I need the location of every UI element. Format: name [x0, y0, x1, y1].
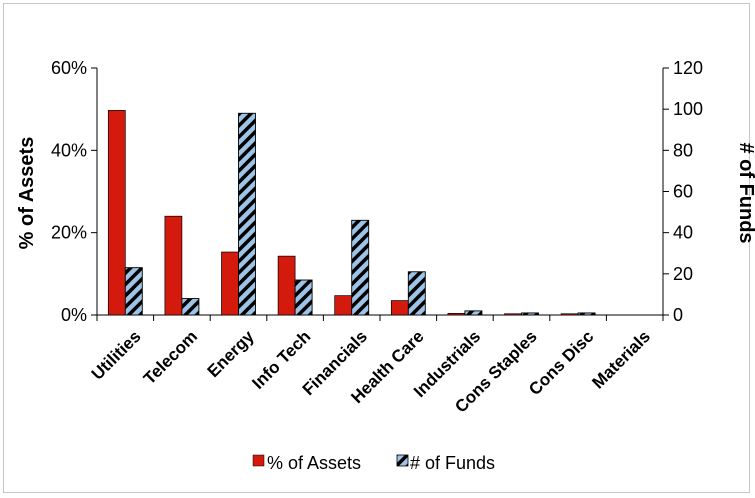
bar-funds-cons-staples	[521, 312, 539, 316]
chart-frame	[3, 3, 750, 493]
left-tick-label: 40%	[51, 140, 87, 160]
bar-funds-utilities	[124, 267, 143, 316]
category-label-telecom: Telecom	[140, 327, 201, 388]
left-tick-label: 0%	[61, 305, 87, 325]
bar-funds-health-care	[407, 271, 426, 316]
legend-swatch-funds	[396, 454, 409, 467]
bar-assets-utilities	[107, 110, 126, 316]
bar-assets-cons-disc	[560, 313, 579, 316]
legend-label-funds: # of Funds	[410, 453, 495, 473]
legend-label-assets: % of Assets	[267, 453, 361, 473]
bar-assets-health-care	[390, 300, 409, 316]
bar-funds-industrials	[464, 310, 483, 316]
category-label-materials: Materials	[588, 327, 654, 393]
right-tick-label: 120	[673, 58, 703, 78]
left-tick-label: 60%	[51, 58, 87, 78]
right-tick-label: 40	[673, 223, 693, 243]
right-axis-title: # of Funds	[735, 142, 755, 243]
right-tick-label: 0	[673, 305, 683, 325]
right-tick-label: 100	[673, 99, 703, 119]
legend-swatch-assets	[252, 454, 265, 467]
left-tick-label: 20%	[51, 223, 87, 243]
legend: % of Assets # of Funds	[252, 453, 495, 473]
bars	[107, 110, 596, 316]
bar-funds-energy	[238, 112, 256, 316]
left-axis-title: % of Assets	[16, 137, 38, 250]
category-label-energy: Energy	[204, 326, 259, 381]
bar-funds-financials	[351, 219, 370, 316]
bar-funds-cons-disc	[577, 312, 596, 316]
bar-assets-info-tech	[277, 255, 296, 316]
right-tick-label: 20	[673, 264, 693, 284]
category-label-utilities: Utilities	[88, 327, 145, 384]
axes: 0% 20% 40% 60% 0 20 40 60 80 100 120 UtilitiesTelec…	[51, 58, 703, 416]
bar-assets-industrials	[447, 313, 466, 316]
bar-funds-info-tech	[294, 279, 313, 316]
bar-funds-telecom	[181, 298, 200, 316]
right-tick-label: 80	[673, 140, 693, 160]
right-tick-label: 60	[673, 182, 693, 202]
bar-assets-energy	[221, 251, 239, 316]
bar-assets-telecom	[164, 215, 183, 316]
bar-assets-financials	[334, 295, 353, 316]
bar-assets-cons-staples	[504, 313, 522, 316]
